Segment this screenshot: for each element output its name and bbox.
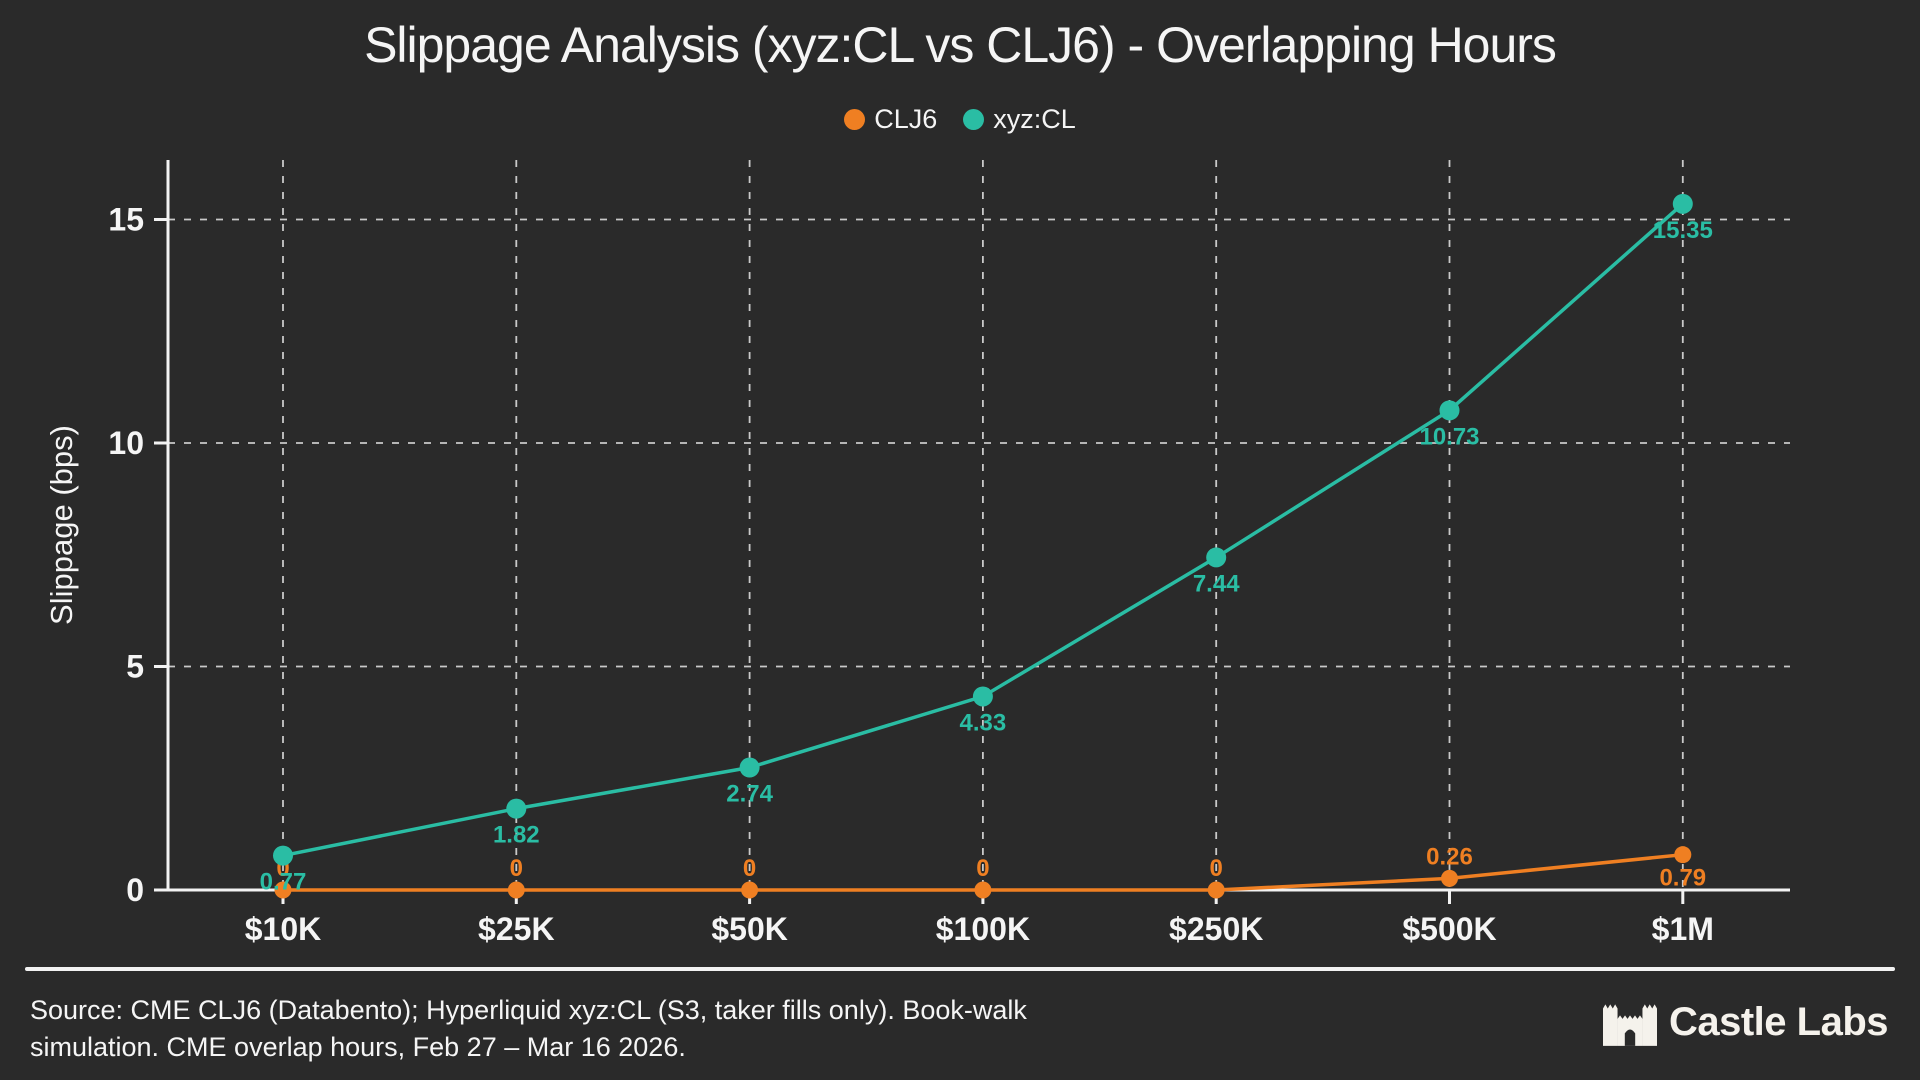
point-label-CLJ6: 0 bbox=[510, 855, 523, 882]
footer-separator bbox=[25, 967, 1895, 971]
slippage-line-chart: 0 5 10 15 $10K $25K $50K $100K $250K $500K $1M Slip… bbox=[44, 160, 1790, 947]
chart-legend: CLJ6 xyz:CL bbox=[0, 104, 1920, 135]
y-tick-label: 15 bbox=[108, 202, 144, 238]
data-point-xyz:CL bbox=[1206, 547, 1227, 568]
point-label-xyz:CL: 0.77 bbox=[260, 869, 307, 896]
source-note-line2: simulation. CME overlap hours, Feb 27 – … bbox=[30, 1032, 686, 1062]
point-label-xyz:CL: 2.74 bbox=[726, 781, 773, 808]
castle-icon bbox=[1602, 1004, 1657, 1046]
source-note: Source: CME CLJ6 (Databento); Hyperliqui… bbox=[30, 992, 1027, 1066]
data-point-CLJ6 bbox=[1674, 846, 1692, 864]
point-label-xyz:CL: 1.82 bbox=[493, 822, 540, 849]
data-point-xyz:CL bbox=[1672, 193, 1693, 214]
data-point-CLJ6 bbox=[274, 881, 292, 899]
y-tick-label: 10 bbox=[108, 425, 144, 461]
y-tick-label: 5 bbox=[126, 649, 144, 685]
point-label-xyz:CL: 4.33 bbox=[960, 709, 1007, 736]
brand-name: Castle Labs bbox=[1668, 999, 1889, 1044]
legend-dot-clj6-icon bbox=[844, 109, 866, 130]
point-label-xyz:CL: 10.73 bbox=[1419, 423, 1479, 450]
legend-item-xyzcl: xyz:CL bbox=[963, 104, 1076, 135]
x-tick-label: $100K bbox=[936, 911, 1030, 947]
data-point-xyz:CL bbox=[972, 686, 993, 707]
y-axis-label: Slippage (bps) bbox=[44, 425, 79, 625]
point-label-CLJ6: 0 bbox=[743, 855, 756, 882]
x-tick-label: $1M bbox=[1652, 911, 1714, 947]
legend-label-xyzcl: xyz:CL bbox=[993, 104, 1076, 134]
y-tick-label: 0 bbox=[126, 872, 144, 908]
data-point-CLJ6 bbox=[741, 881, 759, 899]
data-point-xyz:CL bbox=[273, 845, 293, 866]
legend-item-clj6: CLJ6 bbox=[844, 104, 937, 135]
point-label-xyz:CL: 7.44 bbox=[1193, 570, 1240, 597]
point-label-xyz:CL: 15.35 bbox=[1653, 217, 1713, 244]
x-tick-label: $50K bbox=[711, 911, 788, 947]
x-tick-label: $250K bbox=[1169, 911, 1263, 947]
data-point-xyz:CL bbox=[739, 757, 760, 778]
point-label-CLJ6: 0 bbox=[976, 855, 989, 882]
source-note-line1: Source: CME CLJ6 (Databento); Hyperliqui… bbox=[30, 995, 1027, 1025]
data-point-xyz:CL bbox=[506, 798, 527, 819]
chart-title: Slippage Analysis (xyz:CL vs CLJ6) - Ove… bbox=[364, 17, 1557, 73]
legend-label-clj6: CLJ6 bbox=[874, 104, 938, 134]
data-point-CLJ6 bbox=[1441, 869, 1458, 887]
point-label-CLJ6: 0.79 bbox=[1659, 865, 1706, 892]
x-tick-label: $10K bbox=[245, 911, 322, 947]
legend-dot-xyzcl-icon bbox=[963, 109, 985, 130]
data-point-CLJ6 bbox=[1207, 881, 1225, 899]
brand-logo: Castle Labs bbox=[1602, 998, 1889, 1046]
point-label-CLJ6: 0.26 bbox=[1426, 843, 1473, 870]
data-point-xyz:CL bbox=[1439, 400, 1460, 421]
data-point-CLJ6 bbox=[507, 881, 525, 899]
x-tick-label: $500K bbox=[1402, 911, 1496, 947]
data-point-CLJ6 bbox=[974, 881, 992, 899]
point-label-CLJ6: 0 bbox=[1210, 855, 1223, 882]
x-tick-label: $25K bbox=[478, 911, 555, 947]
